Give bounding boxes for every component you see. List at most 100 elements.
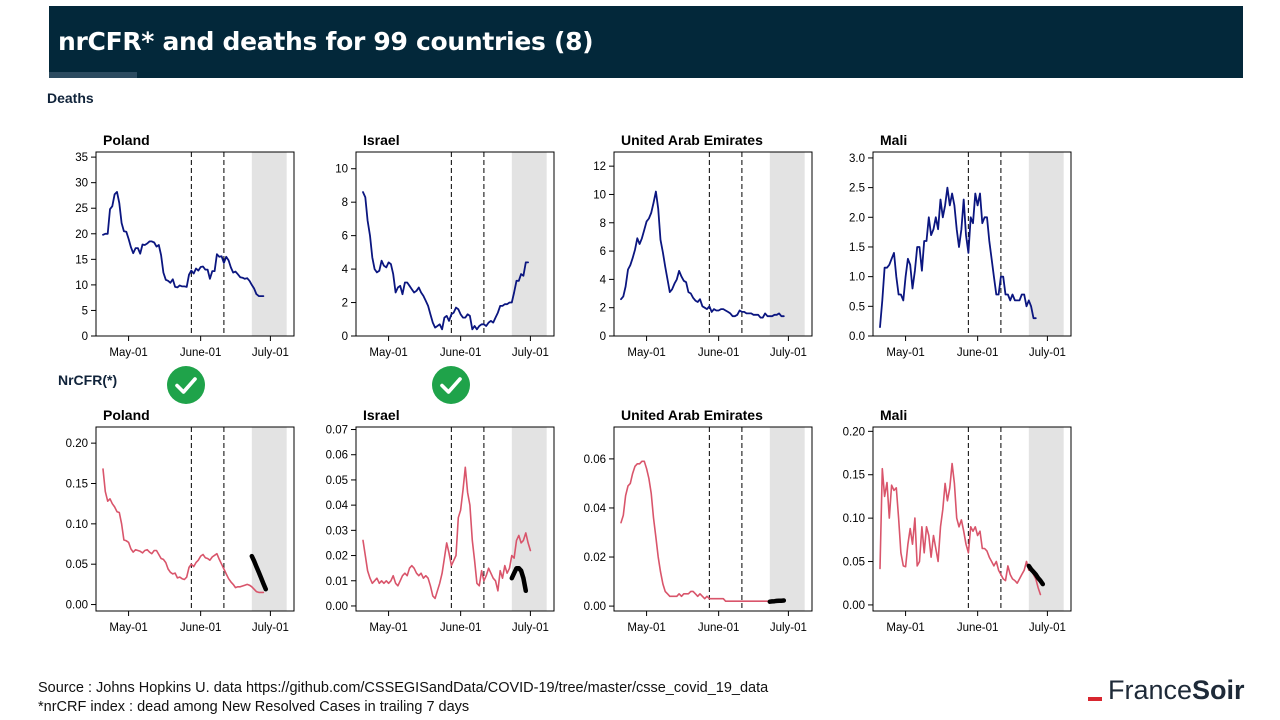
y-tick-label: 0.06 [584, 454, 606, 466]
logo-part1: France [1108, 675, 1193, 705]
y-tick-label: 0.03 [326, 525, 348, 537]
y-tick-label: 0.07 [326, 425, 348, 437]
x-tick-label: July-01 [252, 347, 289, 359]
x-tick-label: May-01 [886, 622, 924, 634]
x-tick-label: July-01 [252, 622, 289, 634]
y-tick-label: 0.06 [326, 450, 348, 462]
page-title: nrCFR* and deaths for 99 countries (8) [58, 27, 594, 56]
check-icon [167, 366, 205, 404]
x-tick-label: June-01 [698, 347, 740, 359]
series-line [620, 460, 785, 603]
series-line [620, 190, 785, 319]
chart-title: Poland [103, 407, 150, 423]
trend-line [509, 565, 529, 594]
y-tick-label: 8 [600, 218, 606, 230]
chart-title: Mali [880, 407, 907, 423]
series-line [102, 468, 265, 594]
check-icon [432, 366, 470, 404]
y-tick-label: 0.20 [843, 426, 865, 438]
x-tick-label: July-01 [512, 347, 549, 359]
nrcfr-footnote: *nrCRF index : dead among New Resolved C… [38, 699, 470, 715]
y-tick-label: 0.05 [326, 475, 348, 487]
y-tick-label: 0.5 [849, 301, 865, 313]
y-tick-label: 0.00 [66, 600, 88, 612]
chart-title: Israel [363, 407, 400, 423]
y-tick-label: 10 [335, 164, 348, 176]
plot-frame [613, 151, 813, 337]
y-tick-label: 30 [75, 178, 88, 190]
y-tick-label: 0.04 [584, 503, 607, 515]
y-tick-label: 10 [593, 189, 606, 201]
x-tick-label: May-01 [369, 347, 407, 359]
x-tick-label: July-01 [512, 622, 549, 634]
plot-frame [613, 426, 813, 612]
y-tick-label: 8 [342, 197, 348, 209]
shaded-window [1028, 427, 1064, 611]
y-tick-label: 1.0 [849, 272, 865, 284]
deaths-section-label: Deaths [47, 90, 94, 106]
title-banner [49, 6, 1243, 78]
plot-frame [872, 151, 1072, 337]
y-tick-label: 2.5 [849, 183, 865, 195]
y-tick-label: 0.04 [326, 500, 349, 512]
x-tick-label: June-01 [698, 622, 740, 634]
series-line [879, 462, 1042, 596]
y-tick-label: 2 [600, 303, 606, 315]
y-tick-label: 0.15 [843, 470, 865, 482]
y-tick-label: 0.20 [66, 438, 88, 450]
y-tick-label: 5 [82, 305, 88, 317]
x-tick-label: May-01 [109, 347, 147, 359]
y-tick-label: 2.0 [849, 212, 865, 224]
logo-dash [1088, 697, 1102, 701]
x-tick-label: May-01 [627, 347, 665, 359]
x-tick-label: July-01 [770, 622, 807, 634]
y-tick-label: 6 [600, 246, 606, 258]
chart-title: United Arab Emirates [621, 407, 763, 423]
y-tick-label: 0.00 [843, 600, 865, 612]
series-line [879, 186, 1037, 329]
x-tick-label: June-01 [957, 622, 999, 634]
shaded-window [251, 152, 287, 336]
chart-title: Poland [103, 132, 150, 148]
y-tick-label: 0.02 [584, 552, 606, 564]
y-tick-label: 0.0 [849, 331, 865, 343]
y-tick-label: 0.02 [326, 551, 348, 563]
source-note: Source : Johns Hopkins U. data https://g… [38, 680, 769, 696]
plot-frame [355, 151, 555, 337]
shaded-window [511, 152, 547, 336]
x-tick-label: July-01 [1029, 622, 1066, 634]
trend-line [767, 598, 787, 604]
shaded-window [1028, 152, 1064, 336]
shaded-window [251, 427, 287, 611]
y-tick-label: 0 [600, 331, 606, 343]
x-tick-label: June-01 [957, 347, 999, 359]
y-tick-label: 4 [600, 274, 607, 286]
plot-frame [355, 426, 555, 612]
francesoir-logo: FranceSoir [1108, 675, 1245, 706]
y-tick-label: 0.10 [843, 513, 865, 525]
y-tick-label: 3.0 [849, 153, 865, 165]
y-tick-label: 15 [75, 254, 88, 266]
x-tick-label: June-01 [440, 622, 482, 634]
plot-frame [95, 426, 295, 612]
y-tick-label: 0.10 [66, 519, 88, 531]
y-tick-label: 4 [342, 264, 349, 276]
y-tick-label: 0.05 [66, 559, 88, 571]
shaded-window [769, 152, 805, 336]
y-tick-label: 1.5 [849, 242, 865, 254]
plot-frame [95, 151, 295, 337]
banner-accent-bar [49, 72, 137, 78]
chart-title: Mali [880, 132, 907, 148]
plot-frame [872, 426, 1072, 612]
trend-line [249, 553, 269, 592]
y-tick-label: 0 [82, 331, 88, 343]
x-tick-label: May-01 [886, 347, 924, 359]
y-tick-label: 12 [593, 161, 606, 173]
y-tick-label: 0.05 [843, 557, 865, 569]
nrcfr-section-label: NrCFR(*) [58, 372, 118, 388]
x-tick-label: June-01 [180, 347, 222, 359]
y-tick-label: 35 [75, 152, 88, 164]
series-line [362, 466, 532, 600]
chart-title: Israel [363, 132, 400, 148]
logo-part2: Soir [1192, 675, 1245, 705]
